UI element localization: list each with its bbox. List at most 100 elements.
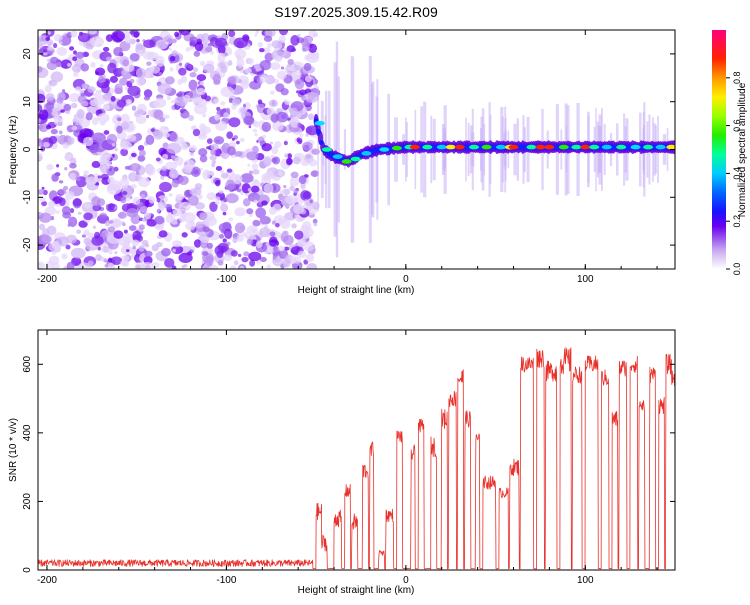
noise-blob: [275, 83, 285, 93]
noise-blob: [147, 109, 153, 117]
noise-blob: [192, 67, 198, 73]
noise-blob: [155, 241, 163, 248]
noise-blob: [175, 193, 185, 201]
noise-blob: [225, 107, 231, 114]
noise-blob: [187, 30, 192, 33]
signal-peak: [601, 144, 612, 150]
noise-blob: [38, 234, 52, 245]
noise-blob: [268, 236, 278, 247]
spectrogram-ytick-label: 20: [22, 48, 33, 60]
noise-blob: [158, 230, 168, 238]
noise-blob: [263, 183, 274, 194]
noise-blob: [179, 215, 186, 223]
noise-blob: [219, 153, 225, 158]
signal-peak: [409, 144, 420, 150]
noise-blob: [123, 229, 128, 234]
noise-blob: [294, 230, 304, 240]
noise-blob: [46, 164, 54, 171]
noise-blob: [230, 265, 237, 269]
noise-blob: [107, 203, 115, 211]
noise-blob: [165, 161, 178, 171]
noise-blob: [109, 75, 118, 83]
noise-blob: [248, 125, 252, 129]
noise-blob: [275, 111, 289, 123]
streak: [350, 56, 355, 243]
noise-blob: [108, 220, 114, 224]
noise-blob: [222, 211, 227, 216]
noise-blob: [70, 102, 78, 109]
noise-blob: [193, 50, 201, 57]
noise-blob: [192, 128, 201, 137]
snr-axes: -200 -100 0 100 0 200 400 600: [22, 330, 675, 586]
noise-blob: [135, 67, 147, 79]
noise-blob: [66, 261, 75, 269]
noise-blob: [271, 145, 279, 155]
noise-blob: [307, 113, 314, 121]
signal-peak: [321, 147, 332, 152]
noise-blob: [193, 96, 203, 105]
noise-blob: [137, 154, 146, 162]
noise-blob: [61, 206, 71, 216]
noise-blob: [69, 162, 77, 169]
spectrogram-marks: [38, 30, 675, 269]
noise-blob: [170, 155, 176, 159]
noise-blob: [44, 84, 52, 93]
noise-blob: [240, 173, 254, 184]
noise-blob: [172, 248, 176, 253]
noise-blob: [282, 230, 289, 236]
snr-xlabel: Height of straight line (km): [298, 585, 415, 596]
noise-blob: [266, 264, 272, 269]
noise-blob: [111, 143, 116, 147]
noise-blob: [120, 140, 132, 150]
noise-blob: [92, 204, 102, 212]
noise-blob: [224, 231, 229, 236]
noise-blob: [69, 46, 75, 51]
noise-blob: [113, 230, 124, 239]
noise-blob: [156, 208, 160, 213]
noise-blob: [153, 101, 161, 107]
noise-blob: [171, 265, 177, 269]
noise-blob: [48, 135, 58, 145]
noise-blob: [121, 121, 130, 130]
spectrogram-xtick-label: -200: [37, 274, 57, 285]
noise-blob: [199, 212, 208, 220]
noise-blob: [166, 142, 182, 154]
noise-blob: [296, 263, 301, 269]
noise-blob: [75, 51, 85, 59]
noise-blob: [118, 221, 122, 226]
noise-blob: [263, 47, 271, 54]
noise-blob: [259, 227, 271, 238]
noise-blob: [122, 240, 131, 248]
noise-blob: [161, 165, 167, 171]
streak: [337, 76, 340, 223]
noise-blob: [232, 237, 238, 244]
noise-blob: [51, 110, 59, 117]
signal-peak: [571, 144, 582, 150]
noise-blob: [280, 66, 285, 70]
signal-peak: [391, 145, 402, 151]
noise-blob: [125, 98, 132, 104]
noise-blob: [129, 53, 140, 62]
noise-blob: [180, 75, 188, 84]
noise-blob: [283, 140, 288, 146]
noise-blob: [90, 61, 96, 68]
signal-peak: [314, 120, 325, 126]
noise-blob: [271, 157, 278, 163]
noise-blob: [83, 136, 94, 147]
noise-blob: [182, 94, 191, 101]
noise-blob: [76, 229, 82, 235]
noise-blob: [88, 30, 97, 35]
noise-blob: [230, 250, 238, 257]
noise-blob: [270, 141, 274, 145]
noise-blob: [274, 141, 282, 149]
noise-blob: [124, 35, 132, 44]
snr-ytick-label: 200: [22, 493, 33, 510]
noise-blob: [199, 154, 208, 163]
noise-blob: [164, 257, 175, 268]
noise-blob: [270, 154, 275, 159]
noise-blob: [125, 249, 130, 253]
noise-blob: [40, 99, 46, 103]
snr-ylabel: SNR (10 * v/v): [8, 418, 19, 482]
noise-blob: [171, 179, 179, 188]
colorbar-tick-label: 0.4: [732, 167, 742, 180]
